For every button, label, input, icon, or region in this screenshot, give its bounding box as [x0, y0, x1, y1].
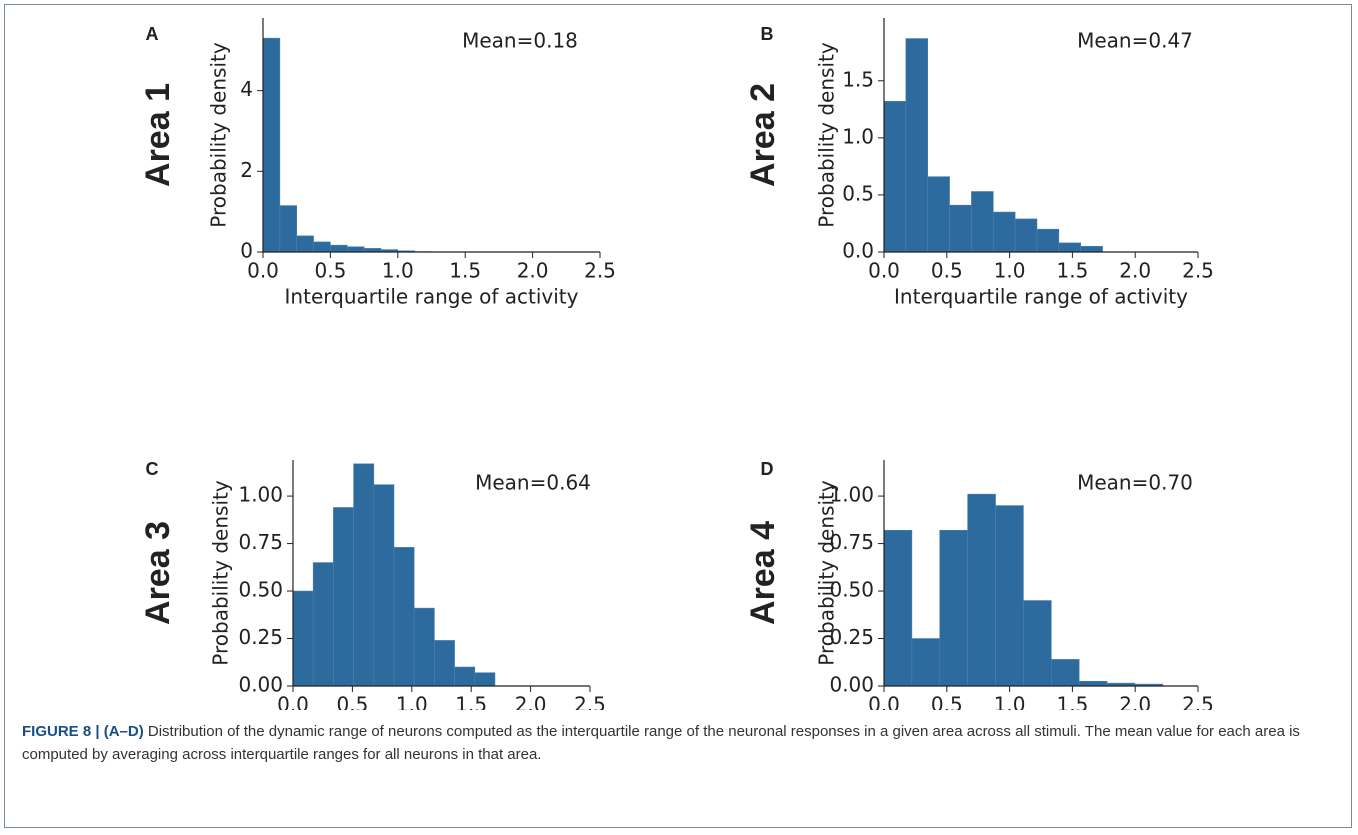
y-tick-label: 0.25: [829, 625, 874, 649]
y-tick-label: 1.0: [842, 124, 874, 148]
bar: [393, 547, 415, 687]
x-tick-label: 2.5: [1182, 259, 1214, 283]
caption-text: Distribution of the dynamic range of neu…: [22, 723, 1300, 763]
panel-letter: A: [146, 24, 159, 44]
y-tick-label: 1.00: [829, 483, 874, 507]
bar: [1050, 659, 1080, 687]
y-tick-label: 0.5: [842, 181, 874, 205]
x-tick-label: 1.0: [994, 693, 1026, 711]
x-tick-label: 2.0: [1119, 259, 1151, 283]
x-tick-label: 2.5: [574, 693, 606, 711]
y-tick-label: 0.75: [238, 530, 283, 554]
y-axis-label: Probability density: [815, 42, 839, 228]
y-axis-label: Probability density: [207, 42, 231, 228]
y-tick-label: 0.50: [829, 578, 874, 602]
x-tick-label: 0.5: [314, 259, 346, 283]
bar: [939, 529, 968, 687]
bar: [353, 463, 375, 687]
bar: [279, 205, 298, 253]
annotation: Mean=0.47: [1077, 29, 1193, 53]
panel-letter: C: [146, 459, 159, 479]
x-tick-label: 2.5: [584, 259, 616, 283]
x-tick-label: 0.5: [336, 693, 368, 711]
x-tick-label: 1.0: [382, 259, 414, 283]
bar: [967, 493, 996, 687]
y-tick-label: 2: [240, 158, 253, 182]
x-tick-label: 2.5: [1182, 693, 1214, 711]
x-tick-label: 1.5: [455, 693, 487, 711]
x-tick-label: 0.0: [868, 259, 900, 283]
bar: [413, 607, 435, 687]
bar: [1058, 242, 1081, 253]
area-label: Area 4: [744, 521, 782, 625]
y-tick-label: 1.5: [842, 67, 874, 91]
y-axis-label: Probability density: [209, 480, 233, 666]
bar: [313, 241, 331, 253]
panel-letter: B: [761, 24, 774, 44]
y-tick-label: 0.25: [238, 625, 283, 649]
bar: [330, 244, 348, 253]
x-tick-label: 2.0: [517, 259, 549, 283]
figure-frame: [4, 4, 1352, 828]
bar: [346, 246, 365, 253]
x-tick-label: 0.0: [868, 693, 900, 711]
bar: [262, 37, 281, 253]
x-axis-label: Interquartile range of activity: [285, 285, 579, 309]
x-tick-label: 1.0: [396, 693, 428, 711]
bar: [333, 507, 354, 687]
bar: [373, 484, 395, 687]
caption: FIGURE 8 | (A–D) Distribution of the dyn…: [22, 720, 1332, 766]
y-tick-label: 0: [240, 239, 253, 263]
area-label: Area 1: [139, 83, 177, 187]
bar: [1014, 218, 1038, 253]
bar: [992, 211, 1016, 253]
bar: [292, 590, 314, 687]
x-tick-label: 1.0: [994, 259, 1026, 283]
y-tick-label: 1.00: [238, 483, 283, 507]
area-label: Area 3: [139, 521, 177, 625]
x-tick-label: 1.5: [1056, 259, 1088, 283]
bar: [905, 38, 929, 253]
bar: [454, 666, 476, 687]
bar: [296, 235, 314, 253]
x-tick-label: 2.0: [515, 693, 547, 711]
bar: [927, 176, 950, 253]
bar: [883, 101, 907, 253]
x-tick-label: 0.0: [277, 693, 309, 711]
caption-label: FIGURE 8 | (A–D): [22, 723, 144, 740]
y-tick-label: 0.75: [829, 530, 874, 554]
annotation: Mean=0.64: [475, 471, 591, 495]
bar: [434, 640, 455, 687]
bar: [1080, 245, 1103, 253]
figure: 0.0 0.5 1.0 1.5 2.0 2.5 0 2 4 Interquartile range…: [139, 18, 1214, 711]
annotation: Mean=0.70: [1077, 471, 1193, 495]
bar: [971, 191, 994, 253]
y-tick-label: 0.0: [842, 239, 874, 263]
bar: [995, 505, 1024, 687]
y-tick-label: 0.50: [238, 578, 283, 602]
bar: [312, 562, 334, 687]
x-tick-label: 1.5: [1056, 693, 1088, 711]
x-tick-label: 2.0: [1119, 693, 1151, 711]
y-axis-label: Probability density: [815, 480, 839, 666]
annotation: Mean=0.18: [462, 29, 578, 53]
bar: [911, 638, 941, 687]
x-tick-label: 0.5: [931, 259, 963, 283]
y-tick-label: 0.00: [829, 673, 874, 697]
bar: [474, 672, 496, 687]
panel-letter: D: [761, 459, 774, 479]
x-tick-label: 0.0: [247, 259, 279, 283]
y-tick-label: 4: [240, 77, 253, 101]
bar: [883, 529, 913, 687]
bar: [949, 204, 972, 253]
area-label: Area 2: [744, 83, 782, 187]
y-tick-label: 0.00: [238, 673, 283, 697]
bar: [1036, 228, 1060, 253]
bar: [1023, 600, 1052, 687]
x-tick-label: 1.5: [449, 259, 481, 283]
bar: [1078, 680, 1108, 687]
x-tick-label: 0.5: [931, 693, 963, 711]
x-axis-label: Interquartile range of activity: [894, 285, 1188, 309]
